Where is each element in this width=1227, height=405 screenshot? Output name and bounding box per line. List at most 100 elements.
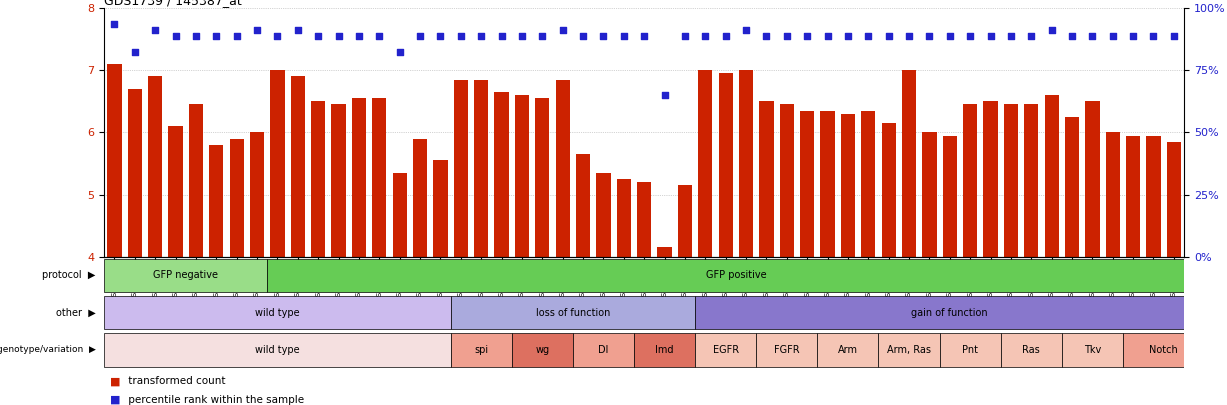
Point <box>512 33 531 39</box>
Point <box>267 33 287 39</box>
Bar <box>942 136 957 257</box>
Point <box>104 20 124 27</box>
Point <box>634 33 654 39</box>
Bar <box>312 101 325 257</box>
Text: FGFR: FGFR <box>774 345 800 355</box>
Bar <box>840 114 855 257</box>
Bar <box>413 139 427 257</box>
Point <box>227 33 247 39</box>
Bar <box>634 333 696 367</box>
Point <box>410 33 429 39</box>
Bar <box>104 259 267 292</box>
Bar <box>902 70 917 257</box>
Point <box>594 33 614 39</box>
Bar <box>677 185 692 257</box>
Bar <box>128 89 142 257</box>
Bar <box>250 132 264 257</box>
Bar <box>104 333 450 367</box>
Text: transformed count: transformed count <box>125 376 226 386</box>
Point <box>308 33 328 39</box>
Text: Arm, Ras: Arm, Ras <box>887 345 931 355</box>
Bar <box>1001 333 1061 367</box>
Text: genotype/variation  ▶: genotype/variation ▶ <box>0 345 96 354</box>
Bar <box>637 182 652 257</box>
Point <box>431 33 450 39</box>
Point <box>533 33 552 39</box>
Point <box>940 33 960 39</box>
Bar <box>940 333 1001 367</box>
Text: protocol  ▶: protocol ▶ <box>42 271 96 280</box>
Text: wg: wg <box>535 345 550 355</box>
Point <box>980 33 1000 39</box>
Bar <box>719 73 733 257</box>
Bar <box>1106 132 1120 257</box>
Bar <box>779 104 794 257</box>
Text: Arm: Arm <box>838 345 858 355</box>
Text: wild type: wild type <box>255 345 299 355</box>
Point <box>390 48 410 55</box>
Text: wild type: wild type <box>255 308 299 318</box>
Bar <box>1167 142 1182 257</box>
Bar <box>148 77 162 257</box>
Point <box>859 33 879 39</box>
Point <box>166 33 185 39</box>
Bar <box>963 104 977 257</box>
Bar <box>433 160 448 257</box>
Point <box>1164 33 1184 39</box>
Bar <box>229 139 244 257</box>
Bar <box>104 296 450 329</box>
Bar <box>1061 333 1123 367</box>
Bar <box>535 98 550 257</box>
Bar <box>393 173 407 257</box>
Point <box>187 33 206 39</box>
Text: spi: spi <box>474 345 488 355</box>
Bar <box>267 259 1205 292</box>
Point <box>715 33 735 39</box>
Bar <box>270 70 285 257</box>
Point <box>1063 33 1082 39</box>
Point <box>777 33 796 39</box>
Bar <box>698 70 713 257</box>
Point <box>1103 33 1123 39</box>
Point <box>452 33 471 39</box>
Point <box>655 92 675 98</box>
Point <box>757 33 777 39</box>
Point <box>492 33 512 39</box>
Bar <box>1085 101 1099 257</box>
Bar <box>1065 117 1079 257</box>
Bar <box>474 80 488 257</box>
Bar <box>515 95 529 257</box>
Bar <box>1044 95 1059 257</box>
Bar <box>291 77 306 257</box>
Point <box>288 27 308 33</box>
Text: Imd: Imd <box>655 345 674 355</box>
Bar <box>352 98 366 257</box>
Text: GFP negative: GFP negative <box>153 271 218 280</box>
Bar <box>617 179 631 257</box>
Bar <box>210 145 223 257</box>
Point <box>329 33 348 39</box>
Point <box>838 33 858 39</box>
Bar <box>596 173 611 257</box>
Bar <box>881 123 896 257</box>
Bar <box>923 132 936 257</box>
Bar <box>450 296 696 329</box>
Point <box>1123 33 1142 39</box>
Bar <box>450 333 512 367</box>
Text: GFP positive: GFP positive <box>706 271 766 280</box>
Text: gain of function: gain of function <box>912 308 988 318</box>
Bar <box>821 111 834 257</box>
Text: GDS1739 / 145387_at: GDS1739 / 145387_at <box>104 0 242 7</box>
Point <box>696 33 715 39</box>
Bar <box>861 111 875 257</box>
Bar <box>494 92 509 257</box>
Bar <box>696 333 756 367</box>
Point <box>614 33 633 39</box>
Point <box>125 48 145 55</box>
Text: EGFR: EGFR <box>713 345 739 355</box>
Point <box>206 33 226 39</box>
Point <box>471 33 491 39</box>
Text: other  ▶: other ▶ <box>56 308 96 318</box>
Bar <box>512 333 573 367</box>
Text: Ras: Ras <box>1022 345 1040 355</box>
